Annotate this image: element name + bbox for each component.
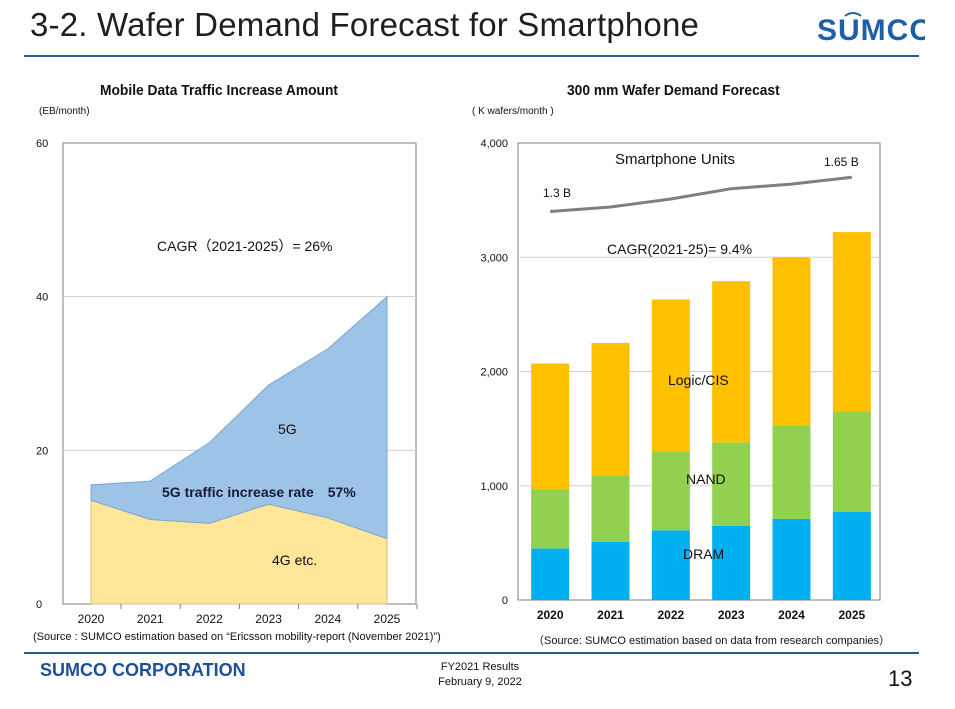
logo-swoosh <box>844 12 862 17</box>
smartphone-units-line <box>550 175 853 214</box>
wafer-cagr-label: CAGR(2021-25)= 9.4% <box>607 241 752 257</box>
wafer-xtick-label: 2025 <box>838 608 865 622</box>
traffic-xtick-label: 2022 <box>196 612 223 626</box>
traffic-unit-label: (EB/month) <box>39 106 90 117</box>
wafer-source-note: （Source: SUMCO estimation based on data … <box>533 635 891 647</box>
footer-rule <box>24 652 919 654</box>
wafer-bar-dram <box>832 512 871 600</box>
wafer-bar-nand <box>591 475 630 542</box>
header-rule <box>24 55 919 57</box>
wafer-xtick-label: 2021 <box>597 608 624 622</box>
traffic-5g-label: 5G <box>278 421 297 437</box>
wafer-xtick-label: 2024 <box>778 608 805 622</box>
traffic-chart: 0 20 40 60 2020 2021 2022 2023 2024 2025 CAGR（20… <box>36 138 418 626</box>
traffic-ytick-label: 20 <box>36 445 48 457</box>
wafer-bar-logic-cis <box>712 281 751 443</box>
traffic-ytick-label: 0 <box>36 599 42 611</box>
page-number: 13 <box>888 666 913 691</box>
wafer-chart-title: 300 mm Wafer Demand Forecast <box>567 82 780 99</box>
wafer-bar-dram <box>712 525 751 600</box>
wafer-xtick-label: 2022 <box>657 608 684 622</box>
wafer-bar-nand <box>832 411 871 513</box>
wafer-bar-dram <box>531 548 570 600</box>
wafer-bar-dram <box>772 518 811 600</box>
wafer-bar-nand <box>772 425 811 519</box>
wafer-bar-dram <box>651 530 690 600</box>
traffic-xtick-label: 2021 <box>137 612 164 626</box>
smartphone-start-label: 1.3 B <box>543 186 571 200</box>
smartphone-units-title: Smartphone Units <box>615 151 735 168</box>
wafer-unit-label: ( K wafers/month ) <box>472 106 554 117</box>
wafer-xtick-label: 2020 <box>537 608 564 622</box>
wafer-bar-logic-cis <box>591 342 630 476</box>
traffic-xtick-label: 2023 <box>255 612 282 626</box>
wafer-bar-dram <box>591 541 630 600</box>
traffic-xtick-label: 2020 <box>78 612 105 626</box>
smartphone-end-label: 1.65 B <box>824 155 859 169</box>
traffic-cagr-label: CAGR（2021-2025）= 26% <box>157 238 333 254</box>
wafer-xtick-label: 2023 <box>718 608 745 622</box>
wafer-ytick-label: 3,000 <box>480 252 508 264</box>
traffic-ytick-label: 40 <box>36 292 48 304</box>
footer-date: February 9, 2022 <box>438 676 522 688</box>
wafer-nand-label: NAND <box>686 471 726 487</box>
footer-company: SUMCO CORPORATION <box>40 660 246 680</box>
footer-results: FY2021 Results <box>440 661 520 673</box>
wafer-bar-nand <box>712 442 751 526</box>
wafer-chart: 0 1,000 2,000 3,000 4,000 2020 2021 2022 2023 20… <box>480 138 881 622</box>
traffic-xtick-label: 2024 <box>314 612 341 626</box>
traffic-rate-label: 5G traffic increase rate 57% <box>162 484 356 500</box>
traffic-source-note: (Source : SUMCO estimation based on “Eri… <box>33 631 441 643</box>
wafer-bar-nand <box>531 489 570 549</box>
wafer-logic-label: Logic/CIS <box>668 372 729 388</box>
footer-results-block: FY2021 Results February 9, 2022 <box>420 660 540 690</box>
slide-title: 3-2. Wafer Demand Forecast for Smartphon… <box>30 6 700 43</box>
logo-text: SUMCO <box>817 14 925 47</box>
wafer-bar-logic-cis <box>651 299 690 452</box>
traffic-area-5g <box>90 295 388 540</box>
wafer-bar-logic-cis <box>772 257 811 426</box>
wafer-ytick-label: 1,000 <box>480 481 508 493</box>
wafer-dram-label: DRAM <box>683 546 724 562</box>
wafer-ytick-label: 0 <box>502 595 508 607</box>
wafer-ytick-label: 4,000 <box>480 138 508 150</box>
sumco-logo: SUMCO <box>817 12 925 47</box>
wafer-bar-nand <box>651 451 690 531</box>
traffic-4g-label: 4G etc. <box>272 552 317 568</box>
wafer-bar-logic-cis <box>832 232 871 412</box>
wafer-ytick-label: 2,000 <box>480 367 508 379</box>
traffic-chart-title: Mobile Data Traffic Increase Amount <box>100 82 338 99</box>
traffic-xtick-label: 2025 <box>374 612 401 626</box>
wafer-bar-logic-cis <box>531 363 570 490</box>
traffic-ytick-label: 60 <box>36 138 48 150</box>
